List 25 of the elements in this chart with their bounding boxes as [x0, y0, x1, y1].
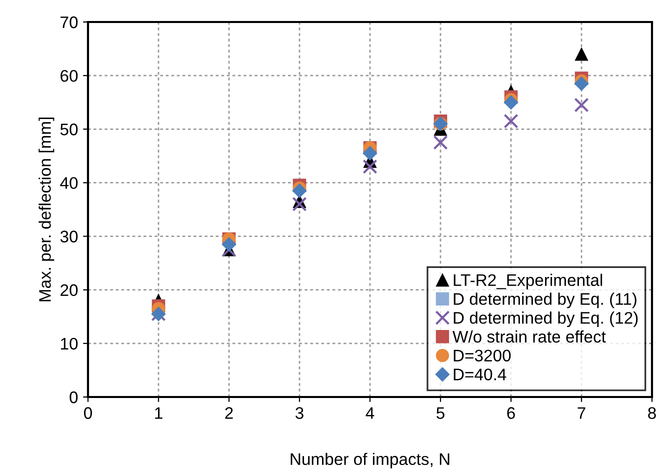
x-tick-label: 4	[366, 407, 374, 419]
x-axis-title: Number of impacts, N	[290, 452, 450, 468]
x-tick-label: 2	[225, 407, 233, 419]
x-tick-label: 0	[84, 407, 92, 419]
legend-label: W/o strain rate effect	[452, 330, 606, 343]
y-tick-label: 50	[60, 124, 78, 136]
x-tick-label: 6	[507, 407, 515, 419]
legend-label: D=3200	[454, 350, 511, 362]
y-tick-label: 20	[60, 284, 78, 296]
x-tick-label: 8	[648, 407, 656, 419]
y-tick-label: 30	[60, 230, 78, 242]
y-axis-title: Max. per. deflection [mm]	[38, 118, 54, 302]
x-tick-label: 3	[296, 407, 304, 419]
y-tick-label: 10	[61, 338, 78, 350]
x-tick-label: 7	[578, 407, 586, 419]
legend-label: LT-R2_Experimental	[454, 274, 602, 290]
y-tick-label: 40	[60, 177, 78, 189]
legend-label: D determined by Eq. (11)	[454, 292, 636, 308]
legend-label: D=40.4	[454, 368, 506, 380]
legend-label: D determined by Eq. (12)	[454, 312, 638, 328]
x-tick-label: 5	[436, 407, 444, 419]
y-tick-label: 60	[60, 70, 78, 82]
x-tick-label: 1	[155, 407, 162, 419]
y-tick-label: 70	[60, 16, 78, 28]
y-tick-label: 0	[70, 391, 78, 404]
